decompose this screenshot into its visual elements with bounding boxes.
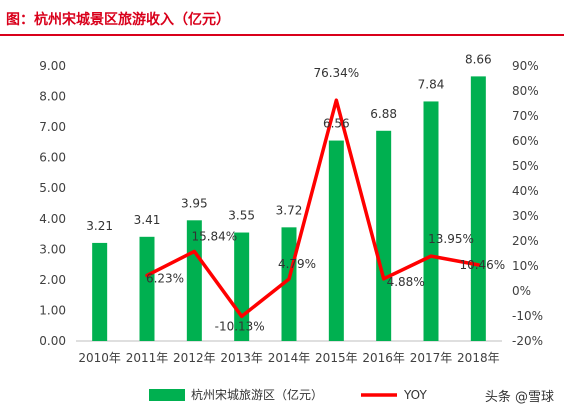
y-right-tick-label: 40% (512, 184, 539, 198)
yoy-value-label: 6.23% (146, 271, 184, 285)
bar (328, 140, 344, 341)
y-left-tick-label: 4.00 (39, 212, 66, 226)
legend-swatch-bar (149, 389, 185, 401)
y-left-tick-label: 0.00 (39, 334, 66, 348)
y-right-tick-label: 0% (512, 284, 531, 298)
bar (92, 242, 108, 341)
bar (423, 101, 439, 341)
bar (376, 130, 392, 341)
x-tick-label: 2017年 (410, 351, 453, 365)
y-left-tick-label: 2.00 (39, 273, 66, 287)
bar-value-label: 6.56 (323, 117, 350, 131)
x-tick-label: 2013年 (220, 351, 263, 365)
y-left-tick-label: 1.00 (39, 303, 66, 317)
y-right-tick-label: 10% (512, 259, 539, 273)
bar (281, 227, 297, 341)
y-left-tick-label: 9.00 (39, 59, 66, 73)
x-tick-label: 2014年 (268, 351, 311, 365)
y-left-tick-label: 3.00 (39, 242, 66, 256)
y-right-tick-label: 70% (512, 109, 539, 123)
y-left-tick-label: 7.00 (39, 120, 66, 134)
x-tick-label: 2012年 (173, 351, 216, 365)
bar-value-label: 6.88 (370, 107, 397, 121)
yoy-value-label: 10.46% (459, 258, 505, 272)
y-right-tick-label: 50% (512, 159, 539, 173)
x-tick-label: 2010年 (78, 351, 121, 365)
y-right-tick-label: 90% (512, 59, 539, 73)
yoy-value-label: 76.34% (313, 66, 359, 80)
bar-value-label: 7.84 (418, 77, 445, 91)
y-right-tick-label: -10% (512, 309, 543, 323)
x-tick-label: 2011年 (126, 351, 169, 365)
y-right-tick-label: 60% (512, 134, 539, 148)
y-right-tick-label: 80% (512, 84, 539, 98)
bar-value-label: 3.41 (134, 213, 161, 227)
y-left-tick-label: 5.00 (39, 181, 66, 195)
x-tick-label: 2016年 (362, 351, 405, 365)
bar-value-label: 8.66 (465, 52, 492, 66)
bar-value-label: 3.95 (181, 196, 208, 210)
yoy-value-label: 4.88% (387, 275, 425, 289)
y-left-tick-label: 6.00 (39, 151, 66, 165)
chart-title: 图：杭州宋城景区旅游收入（亿元） (6, 12, 230, 28)
legend-label-line: YOY (403, 388, 427, 402)
y-right-tick-label: -20% (512, 334, 543, 348)
legend-label-bar: 杭州宋城旅游区（亿元） (191, 387, 323, 402)
bar-value-label: 3.72 (276, 203, 303, 217)
yoy-value-label: 13.95% (428, 232, 474, 246)
yoy-value-label: -10.13% (215, 319, 265, 333)
yoy-value-label: 4.79% (278, 257, 316, 271)
bar-value-label: 3.55 (228, 209, 255, 223)
y-left-tick-label: 8.00 (39, 90, 66, 104)
x-tick-label: 2015年 (315, 351, 358, 365)
bar (470, 76, 486, 341)
x-tick-label: 2018年 (457, 351, 500, 365)
yoy-line (145, 98, 481, 319)
watermark: 头条 @雪球 (484, 390, 554, 405)
title-underline (0, 34, 564, 36)
y-right-tick-label: 30% (512, 209, 539, 223)
bar (186, 220, 202, 341)
y-right-tick-label: 20% (512, 234, 539, 248)
bar-value-label: 3.21 (86, 219, 113, 233)
yoy-value-label: 15.84% (191, 229, 237, 243)
bar (139, 236, 155, 341)
